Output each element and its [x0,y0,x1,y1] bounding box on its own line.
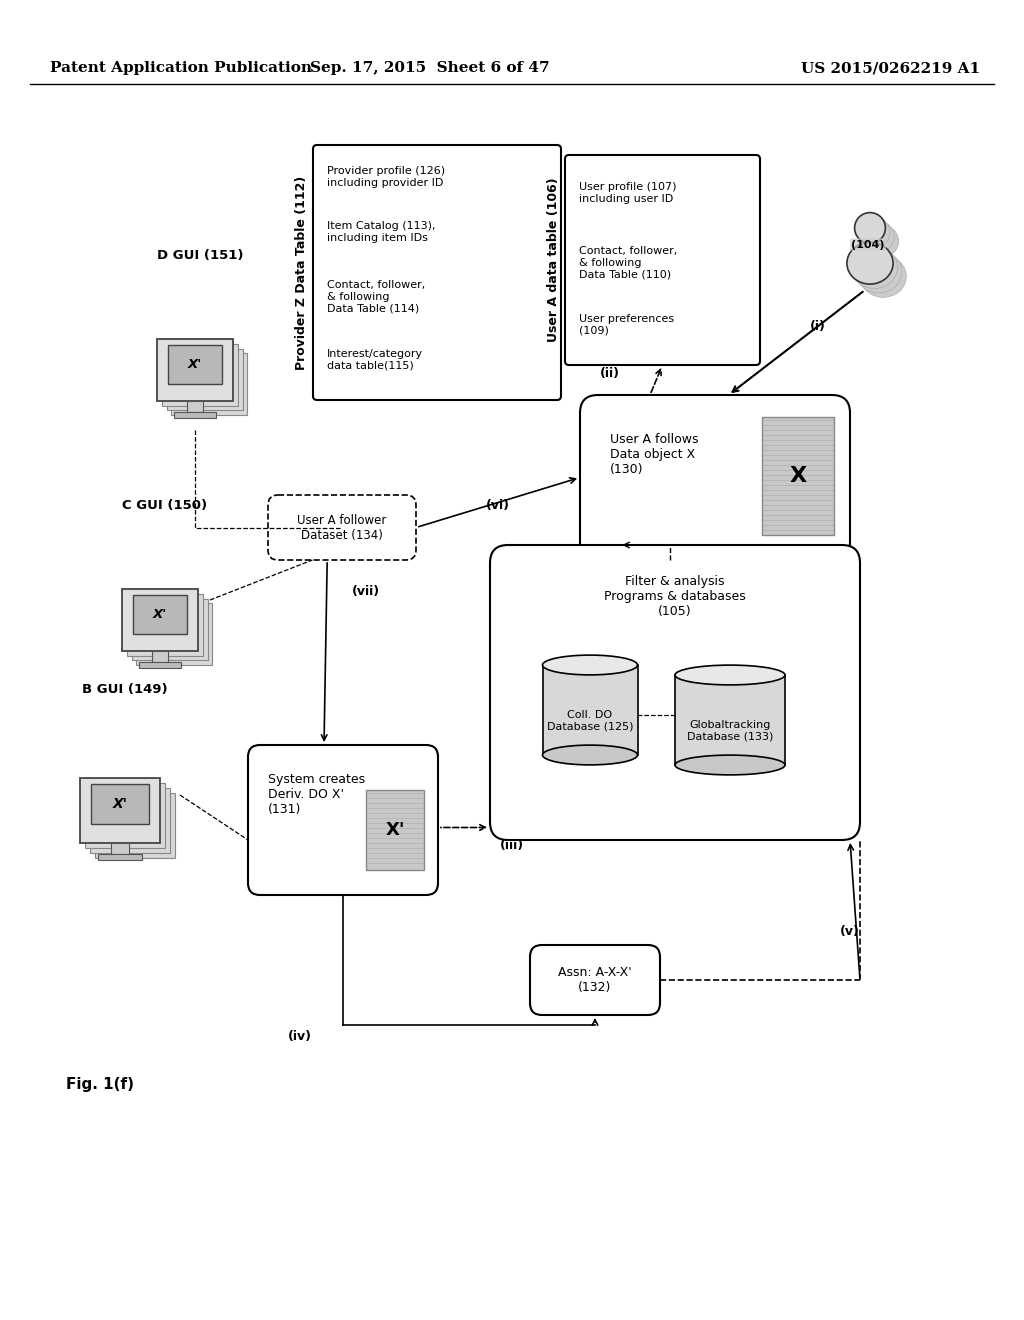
Text: User A data table (106): User A data table (106) [547,178,559,342]
Bar [127,594,203,656]
Bar [80,777,160,842]
Text: X': X' [385,821,404,840]
Ellipse shape [675,755,785,775]
Text: Item Catalog (113),
including item IDs: Item Catalog (113), including item IDs [327,222,435,243]
Text: Assn: A-X-X'
(132): Assn: A-X-X' (132) [558,966,632,994]
FancyBboxPatch shape [268,495,416,560]
Text: User preferences
(109): User preferences (109) [579,314,674,335]
Ellipse shape [847,243,893,284]
Bar [177,355,231,393]
Text: X': X' [187,358,202,371]
Circle shape [859,216,890,248]
Text: X': X' [113,797,128,812]
Circle shape [867,226,899,256]
Bar [122,589,198,651]
Bar [137,601,193,639]
Text: (ii): (ii) [600,367,620,380]
Text: B GUI (149): B GUI (149) [82,684,168,697]
Bar [171,354,247,414]
Bar [162,345,238,405]
Bar [146,610,202,648]
Bar [152,651,168,663]
Text: Provider Z Data Table (112): Provider Z Data Table (112) [295,176,307,370]
Ellipse shape [543,655,638,675]
Bar [96,789,154,829]
Circle shape [855,213,886,243]
Text: (104): (104) [851,239,885,249]
Text: User profile (107)
including user ID: User profile (107) including user ID [579,182,677,203]
Bar [101,795,159,834]
FancyBboxPatch shape [565,154,760,366]
Text: Coll. DO
Database (125): Coll. DO Database (125) [547,710,633,731]
Circle shape [863,222,894,252]
Bar [172,350,227,388]
FancyBboxPatch shape [580,395,850,560]
Text: (iii): (iii) [500,840,524,853]
Text: (iv): (iv) [288,1030,312,1043]
Text: Interest/category
data table(115): Interest/category data table(115) [327,350,423,371]
Bar [167,348,243,411]
Bar [91,784,148,824]
Text: Contact, follower,
& following
Data Table (110): Contact, follower, & following Data Tabl… [579,247,677,280]
Bar [186,401,204,412]
Bar [98,854,142,861]
Text: (vi): (vi) [486,499,510,512]
Bar [90,788,170,853]
Bar [112,842,129,854]
Ellipse shape [860,256,906,297]
Text: Sep. 17, 2015  Sheet 6 of 47: Sep. 17, 2015 Sheet 6 of 47 [310,61,550,75]
Ellipse shape [675,665,785,685]
Text: Filter & analysis
Programs & databases
(105): Filter & analysis Programs & databases (… [604,576,745,618]
Text: Fig. 1(f): Fig. 1(f) [66,1077,134,1093]
Text: (i): (i) [810,319,826,333]
Bar [139,663,181,668]
Bar [131,599,208,660]
Text: User A follows
Data object X
(130): User A follows Data object X (130) [610,433,698,477]
Bar [85,783,165,847]
Bar [95,792,175,858]
Text: Provider profile (126)
including provider ID: Provider profile (126) including provide… [327,166,445,187]
Text: Contact, follower,
& following
Data Table (114): Contact, follower, & following Data Tabl… [327,280,425,314]
Text: X': X' [153,609,167,620]
Bar [136,603,212,665]
Text: C GUI (150): C GUI (150) [123,499,208,511]
Text: D GUI (151): D GUI (151) [157,248,244,261]
FancyBboxPatch shape [248,744,438,895]
Bar [675,675,785,766]
Bar [182,359,237,397]
Text: (vii): (vii) [352,585,380,598]
Text: X: X [790,466,807,486]
Text: User A follower
Dataset (134): User A follower Dataset (134) [297,513,387,541]
Bar [133,595,187,634]
Bar [168,346,222,384]
FancyBboxPatch shape [490,545,860,840]
Bar [543,665,638,755]
Text: Patent Application Publication: Patent Application Publication [50,61,312,75]
Text: (v): (v) [840,925,860,939]
Bar [366,789,424,870]
FancyBboxPatch shape [530,945,660,1015]
Bar [157,339,233,401]
Bar [106,799,164,840]
Text: Globaltracking
Database (133): Globaltracking Database (133) [687,719,773,742]
Ellipse shape [543,744,638,764]
Ellipse shape [851,247,897,289]
FancyBboxPatch shape [313,145,561,400]
Bar [142,605,197,643]
Text: US 2015/0262219 A1: US 2015/0262219 A1 [801,61,980,75]
Bar [762,417,834,535]
Ellipse shape [856,251,902,293]
Bar [174,412,216,417]
Text: System creates
Deriv. DO X'
(131): System creates Deriv. DO X' (131) [268,774,366,816]
